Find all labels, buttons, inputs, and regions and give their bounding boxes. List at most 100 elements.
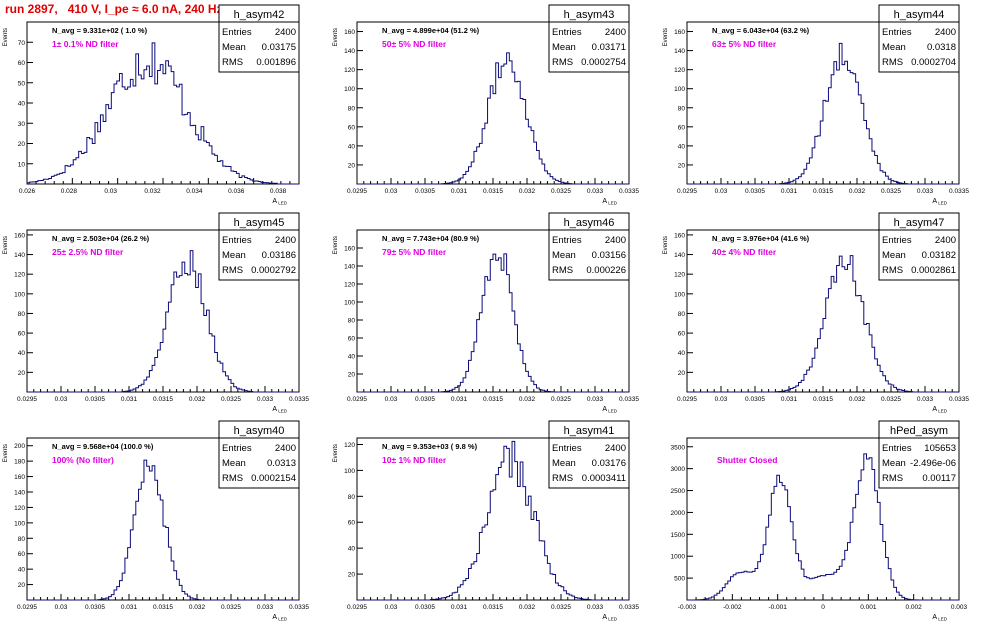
navg-label: N_avg = 2.503e+04 (26.2 %) [52,234,150,243]
navg-label: N_avg = 9.353e+03 ( 9.8 %) [382,442,478,451]
x-tick-label: 0.033 [257,604,274,611]
x-tick-label: 0.0335 [619,604,639,611]
y-tick-label: 80 [678,105,686,112]
y-tick-label: 120 [674,272,685,279]
y-tick-label: 3000 [671,466,686,473]
y-tick-label: 20 [678,162,686,169]
panel-h_asym42: 0.026 0.028 0.03 0.032 0.034 0.036 0.038 A LED 1… [3,4,300,206]
x-tick-label: 0.031 [451,396,468,403]
y-tick-label: 100 [14,520,25,527]
filter-label: 1± 0.1% ND filter [52,39,119,49]
stats-label: Mean [222,42,246,53]
filter-label: 40± 4% ND filter [712,247,777,257]
x-tick-label: 0.001 [860,604,877,611]
stats-label: RMS [222,57,243,68]
panel-h_asym47: 0.0295 0.03 0.0305 0.031 0.0315 0.032 0.0325 0.… [663,212,969,414]
y-tick-label: 60 [678,331,686,338]
x-tick-label: 0.0335 [949,188,969,195]
histogram-line [357,253,629,393]
stats-box-frame [548,212,630,281]
stats-label: RMS [882,473,903,484]
y-tick-label: 120 [344,282,355,289]
x-tick-label: 0.033 [587,396,604,403]
y-tick-label: 500 [674,576,685,583]
y-axis-label: Events [333,236,339,254]
filter-label: 25± 2.5% ND filter [52,247,124,257]
y-tick-label: 10 [18,161,26,168]
x-tick-label: 0.032 [144,188,161,195]
y-tick-label: 120 [14,272,25,279]
y-tick-label: 180 [14,459,25,466]
x-tick-label: 0.003 [951,604,968,611]
x-tick-label: 0.03 [385,188,398,195]
histogram-name: hPed_asym [890,425,948,437]
x-tick-label: 0.0295 [17,604,37,611]
y-tick-label: 40 [678,350,686,357]
x-tick-label: 0.033 [587,604,604,611]
stats-value: 2400 [605,235,626,246]
y-tick-label: 80 [348,105,356,112]
y-tick-label: 140 [344,48,355,55]
y-tick-label: 140 [14,252,25,259]
y-axis-label: Events [333,28,339,46]
y-tick-label: 20 [678,370,686,377]
stats-value: 2400 [605,27,626,38]
navg-label: N_avg = 9.331e+02 ( 1.0 %) [52,26,148,35]
x-tick-label: 0.031 [121,604,138,611]
stats-value: 0.03176 [592,458,626,469]
y-tick-label: 120 [344,442,355,449]
navg-label: N_avg = 6.043e+04 (63.2 %) [712,26,810,35]
y-tick-label: 40 [348,354,356,361]
x-axis-label: A LED [602,406,617,414]
x-tick-label: 0.0295 [347,396,367,403]
stats-label: RMS [882,57,903,68]
y-tick-label: 80 [348,494,356,501]
y-tick-label: 40 [18,350,26,357]
stats-label: RMS [552,57,573,68]
y-axis-label: Events [663,28,669,46]
x-tick-label: 0.036 [228,188,245,195]
panel-h_asym40: 0.0295 0.03 0.0305 0.031 0.0315 0.032 0.0325 0.… [3,420,309,622]
x-tick-label: 0.038 [270,188,287,195]
y-tick-label: 160 [674,29,685,36]
x-axis-label: A LED [932,198,947,206]
x-tick-label: 0.0335 [619,188,639,195]
navg-label: N_avg = 3.976e+04 (41.6 %) [712,234,810,243]
filter-label: 100% (No filter) [52,455,114,465]
x-tick-label: -0.001 [768,604,787,611]
x-tick-label: 0.0295 [17,396,37,403]
navg-label: N_avg = 4.899e+04 (51.2 %) [382,26,480,35]
x-tick-label: 0.0325 [221,396,241,403]
filter-label: Shutter Closed [717,455,777,465]
x-tick-label: 0.0315 [483,188,503,195]
x-tick-label: 0.031 [451,604,468,611]
y-tick-label: 60 [18,551,26,558]
stats-value: -2.496e-06 [910,458,956,469]
histogram-name: h_asym46 [564,217,615,229]
x-axis-label: A LED [272,614,287,622]
x-axis-label: A LED [272,406,287,414]
y-tick-label: 20 [18,370,26,377]
panel-h_asym41: 0.0295 0.03 0.0305 0.031 0.0315 0.032 0.0325 0.… [333,420,639,622]
stats-box-frame [548,4,630,73]
stats-label: Entries [882,443,912,454]
histogram-line [27,459,299,601]
x-tick-label: -0.002 [723,604,742,611]
x-tick-label: 0.0305 [85,604,105,611]
histogram-line [686,453,959,601]
y-tick-label: 40 [18,101,26,108]
y-tick-label: 140 [674,252,685,259]
histogram-name: h_asym47 [894,217,945,229]
stats-box: h_asym41 Entries 2400 Mean 0.03176 RMS 0.00034… [548,420,630,489]
stats-value: 0.03156 [592,250,626,261]
stats-value: 2400 [275,443,296,454]
y-tick-label: 100 [344,468,355,475]
x-tick-label: 0.0325 [221,604,241,611]
filter-label: 79± 5% ND filter [382,247,447,257]
stats-value: 0.0003411 [582,473,626,484]
x-tick-label: 0.033 [257,396,274,403]
filter-label: 63± 5% ND filter [712,39,777,49]
histogram-line [357,52,629,185]
stats-value: 105653 [924,443,956,454]
